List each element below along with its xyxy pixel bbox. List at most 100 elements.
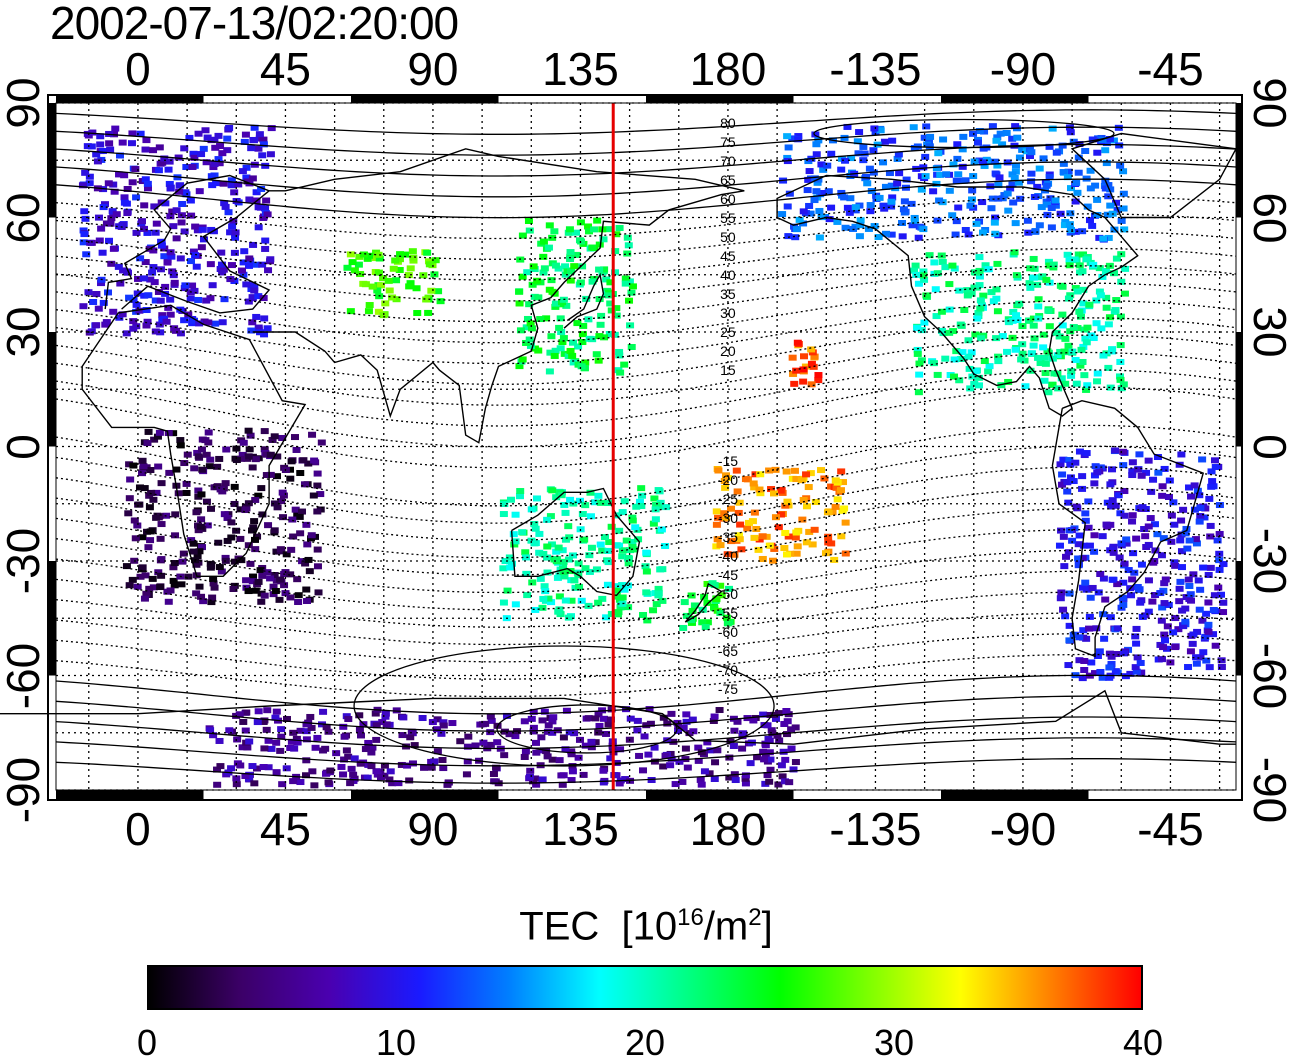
magnetic-contour [55,653,1237,698]
tec-cell [802,503,811,510]
tec-cell [254,324,263,331]
tec-cell [708,580,717,587]
tec-cell [633,717,642,724]
tec-cell [646,720,655,727]
tec-cell [1069,478,1078,485]
tec-cell [833,218,842,225]
magnetic-contour [55,178,1237,219]
tec-cell [1120,226,1129,233]
tec-cell [239,718,248,725]
tec-cell [1076,313,1085,320]
tec-cell [1062,553,1071,560]
tec-cell [807,381,816,388]
tec-cell [342,747,351,754]
tec-cell [1144,577,1153,584]
tec-cell [713,536,722,543]
tec-cell [910,217,919,224]
tec-cell [900,198,909,205]
tec-cell [515,363,524,370]
tec-cell [1050,370,1059,377]
tec-cell [371,710,380,717]
tec-cell [1165,477,1174,484]
tec-cell [143,318,152,325]
tec-cell [1169,629,1178,636]
tec-cell [687,617,696,624]
tec-cell [869,147,878,154]
tec-cell [1144,523,1153,530]
tec-cell [1207,468,1216,475]
tec-cell [712,508,721,515]
tec-cell [803,187,812,194]
tec-cell [1021,383,1030,390]
tec-cell [602,614,611,621]
tec-cell [810,175,819,182]
tec-cell [81,215,90,222]
tec-cell [481,720,490,727]
tec-cell [736,521,745,528]
tec-cell [594,357,603,364]
tec-cell [631,524,640,531]
tec-cell [286,475,295,482]
tec-cell [1185,484,1194,491]
tec-cell [594,729,603,736]
tec-cell [530,520,539,527]
tec-cell [1035,274,1044,281]
tec-cell [657,526,666,533]
tec-cell [851,207,860,214]
tec-cell [364,739,373,746]
tec-cell [84,289,93,296]
tec-cell [827,150,836,157]
tec-cell [792,367,801,374]
tec-cell [302,521,311,528]
tec-cell [1164,493,1173,500]
tec-cell [569,359,578,366]
tec-cell [223,514,232,521]
tec-cell [696,776,705,783]
tec-cell [525,773,534,780]
tec-cell [463,743,472,750]
contour-label: 25 [720,324,736,340]
tec-cell [817,467,826,474]
tec-cell [1219,609,1228,616]
tec-cell [92,151,101,158]
tec-cell [605,720,614,727]
tec-cell [174,154,183,161]
tec-cell [938,258,947,265]
tec-cell [105,237,114,244]
tec-cell [214,132,223,139]
tec-cell [1210,457,1219,464]
tec-cell [227,519,236,526]
magnetic-contour [55,716,1237,750]
tec-cell [1219,561,1228,568]
x-tick-bottom: -45 [1137,803,1204,855]
tec-cell [1052,329,1061,336]
tec-cell [172,466,181,473]
tec-cell [993,162,1002,169]
tec-cell [627,289,636,296]
tec-cell [565,729,574,736]
tec-cell [258,511,267,518]
tec-cell [1214,584,1223,591]
tec-cell [968,187,977,194]
tec-cell [598,547,607,554]
tec-cell [292,446,301,453]
tec-cell [301,560,310,567]
tec-cell [204,429,213,436]
coastline [81,304,307,577]
tec-cell [831,503,840,510]
tec-cell [313,508,322,515]
tec-cell [556,345,565,352]
tec-cell [549,714,558,721]
tec-cell [771,514,780,521]
tec-cell [135,501,144,508]
tec-cell [248,763,257,770]
tec-cell [1144,541,1153,548]
tec-cell [518,529,527,536]
tec-cell [1073,288,1082,295]
tec-cell [596,541,605,548]
tec-cell [1192,540,1201,547]
tec-cell [697,749,706,756]
tec-cell [303,598,312,605]
tec-cell [1018,350,1027,357]
tec-cell [824,539,833,546]
